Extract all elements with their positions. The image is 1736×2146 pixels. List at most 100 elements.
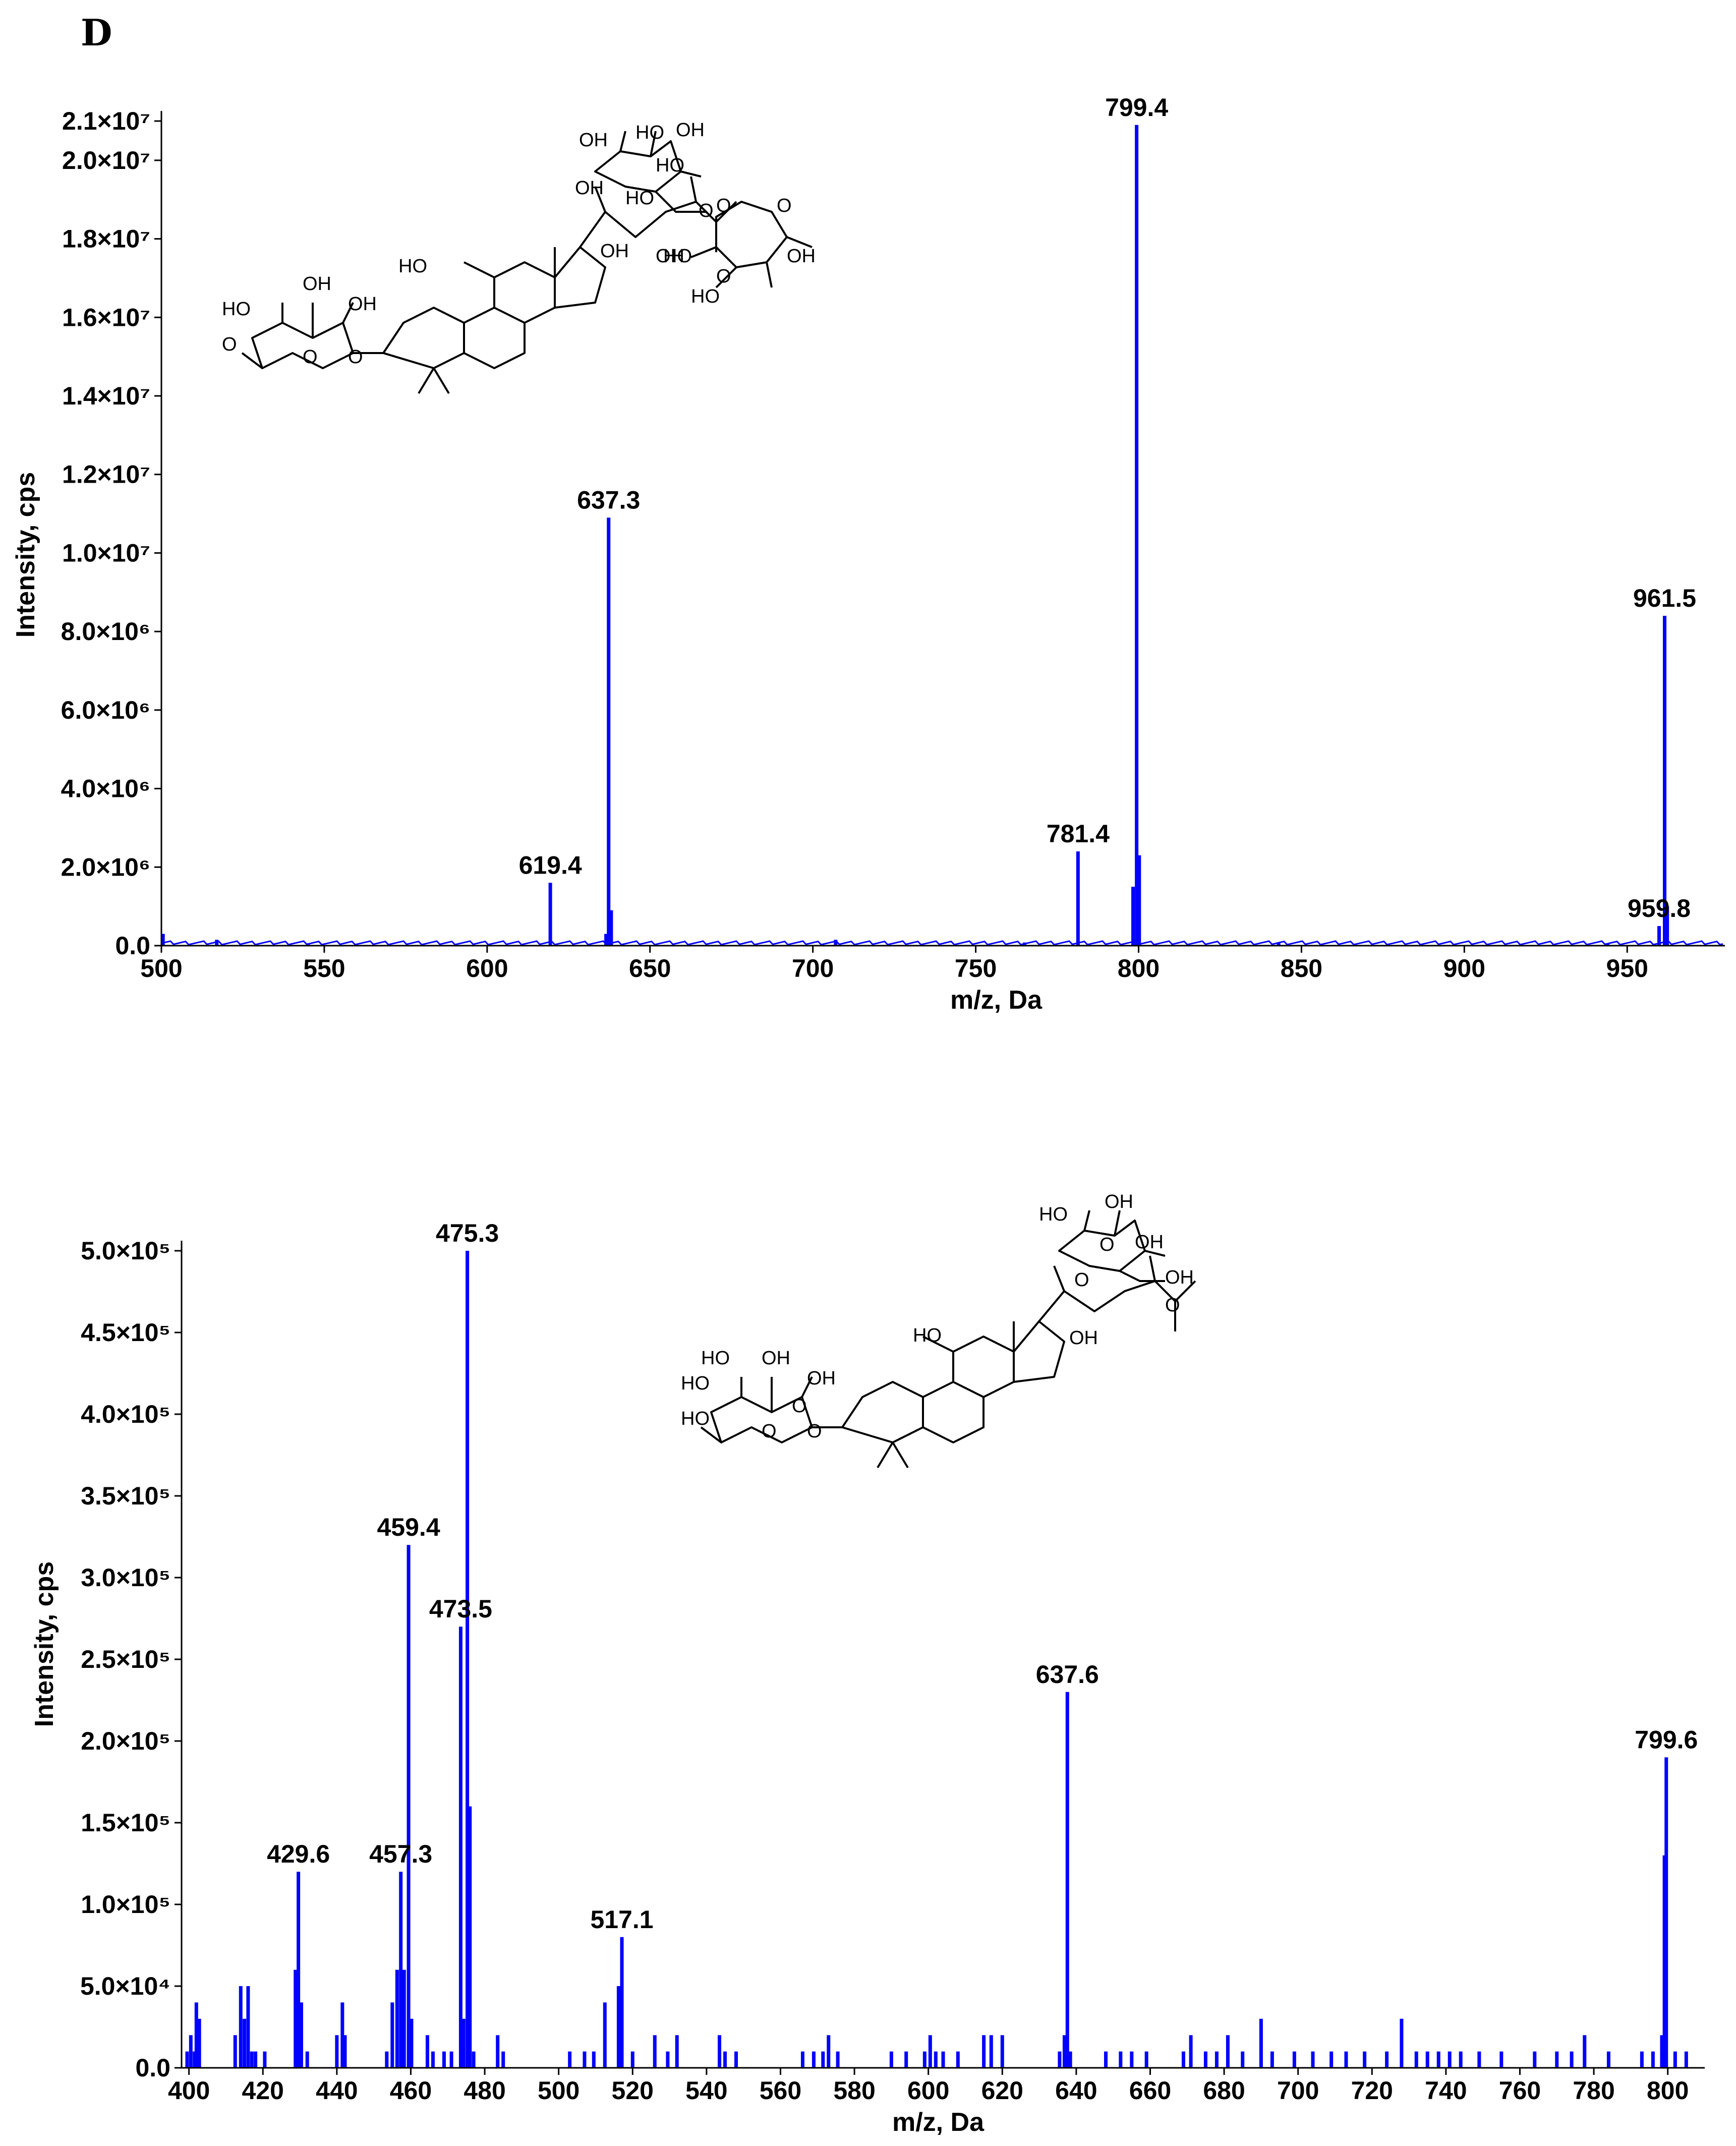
- x-tick-label: 580: [833, 2076, 875, 2105]
- y-tick-label: 2.0×10⁷: [62, 146, 150, 175]
- bottom-y-axis-title: Intensity, cps: [30, 1561, 59, 1727]
- bottom-sugar-upper-ring: [1058, 1220, 1146, 1272]
- bottom-y-axis-ticks: 0.0 5.0×10⁴ 1.0×10⁵ 1.5×10⁵ 2.0×10⁵ 2.5×10⁵ 3.…: [80, 1237, 182, 2082]
- top-y-axis-ticks: 0.0 2.0×10⁶ 4.0×10⁶ 6.0×10⁶ 8.0×10⁶ 1.0×10⁷ 1.…: [61, 107, 161, 960]
- top-sugar-upper-ring: [594, 140, 682, 193]
- top-spectrum-peaks: [160, 125, 1723, 946]
- chem-label: O: [222, 334, 237, 355]
- chem-label: HO: [681, 1373, 710, 1394]
- chem-label: O: [1074, 1269, 1089, 1291]
- y-tick-label: 2.5×10⁵: [81, 1645, 170, 1673]
- chem-label: O: [699, 200, 714, 221]
- x-tick-label: 620: [981, 2076, 1023, 2105]
- y-tick-label: 4.0×10⁶: [61, 775, 150, 803]
- x-tick-label: 750: [955, 954, 997, 982]
- y-tick-label: 6.0×10⁶: [61, 696, 150, 724]
- y-tick-label: 1.0×10⁵: [81, 1890, 170, 1919]
- y-tick-label: 1.4×10⁷: [62, 382, 150, 410]
- chem-label: OH: [762, 1348, 790, 1369]
- y-tick-label: 3.5×10⁵: [81, 1482, 170, 1510]
- chem-label: OH: [348, 294, 377, 315]
- chem-label: OH: [303, 273, 331, 295]
- x-tick-label: 500: [538, 2076, 580, 2105]
- chem-label: OH: [807, 1368, 836, 1389]
- chem-label: OH: [1069, 1327, 1098, 1349]
- bottom-ring-d: [1013, 1320, 1065, 1383]
- chem-label: OH: [656, 246, 684, 267]
- bottom-sugar-left-bonds: [700, 1376, 813, 1443]
- top-x-axis-ticks: 500 550 600 650 700 750 800 850 900 950: [140, 946, 1648, 982]
- y-tick-label: 1.6×10⁷: [62, 303, 150, 331]
- y-tick-label: 2.0×10⁵: [81, 1727, 170, 1755]
- y-tick-label: 3.0×10⁵: [81, 1563, 170, 1592]
- y-tick-label: 8.0×10⁶: [61, 617, 150, 646]
- chem-label: OH: [575, 178, 604, 199]
- bottom-x-axis-ticks: 400 420 440 460 480 500 520 540 560 580 600 620 640 6…: [168, 2068, 1689, 2105]
- peak-label: 799.4: [1105, 93, 1168, 122]
- chem-label: OH: [579, 130, 608, 151]
- top-sugar-upper-bonds: [619, 131, 706, 213]
- chem-label: O: [792, 1396, 807, 1417]
- chem-label: O: [1100, 1234, 1115, 1255]
- chem-label: O: [716, 195, 731, 216]
- chem-label: O: [716, 266, 731, 287]
- bottom-sugar-upper-bonds: [1083, 1210, 1166, 1282]
- peak-label: 781.4: [1047, 820, 1110, 848]
- y-tick-label: 1.0×10⁷: [62, 539, 150, 567]
- top-sugar-right-bonds: [690, 236, 813, 288]
- chem-label: HO: [681, 1408, 710, 1429]
- x-tick-label: 660: [1129, 2076, 1171, 2105]
- chem-label: HO: [656, 155, 684, 176]
- x-tick-label: 440: [316, 2076, 358, 2105]
- x-tick-label: 780: [1573, 2076, 1614, 2105]
- x-tick-label: 700: [1277, 2076, 1319, 2105]
- x-tick-label: 560: [760, 2076, 801, 2105]
- top-side-chain: [579, 176, 737, 252]
- bottom-x-axis-title: m/z, Da: [892, 2108, 985, 2137]
- chem-label: HO: [635, 122, 664, 143]
- chem-label: OH: [787, 246, 816, 267]
- x-tick-label: 500: [140, 954, 182, 982]
- x-tick-label: 850: [1281, 954, 1322, 982]
- x-tick-label: 420: [242, 2076, 284, 2105]
- top-ring-c: [493, 261, 556, 324]
- chem-label: O: [348, 346, 363, 368]
- x-tick-label: 480: [464, 2076, 505, 2105]
- panel-label: D: [81, 11, 112, 54]
- y-tick-label: 4.5×10⁵: [81, 1318, 170, 1347]
- chem-label: O: [303, 346, 318, 368]
- top-ring-d: [554, 246, 606, 309]
- chem-label: HO: [398, 256, 427, 277]
- top-ring-a: [382, 307, 465, 369]
- y-tick-label: 1.8×10⁷: [62, 225, 150, 253]
- bottom-ring-a: [841, 1381, 924, 1443]
- top-sugar-right-ring: [715, 201, 788, 268]
- y-tick-label: 2.0×10⁶: [61, 853, 150, 881]
- bottom-ring-c: [952, 1336, 1015, 1398]
- bottom-peak-labels: 429.6 457.3 459.4 473.5 475.3 517.1 637.6 799.6: [267, 1219, 1698, 1934]
- peak-label: 637.3: [577, 486, 640, 514]
- x-tick-label: 740: [1425, 2076, 1467, 2105]
- x-tick-label: 700: [792, 954, 834, 982]
- chem-label: O: [762, 1421, 777, 1442]
- chem-label: HO: [913, 1325, 942, 1346]
- peak-label: 637.6: [1036, 1660, 1099, 1689]
- x-tick-label: 400: [168, 2076, 210, 2105]
- top-ring-b: [464, 307, 526, 369]
- x-tick-label: 900: [1443, 954, 1485, 982]
- bottom-chemical-structure: HO OH OH O O OH OH HO HO OH OH O HO O O …: [681, 1191, 1196, 1469]
- chem-label: O: [777, 195, 792, 216]
- x-tick-label: 550: [303, 954, 345, 982]
- baseline-noise: [160, 940, 1723, 946]
- x-tick-label: 650: [629, 954, 671, 982]
- peak-label: 517.1: [590, 1905, 653, 1934]
- chem-label: OH: [1135, 1232, 1164, 1253]
- y-tick-label: 0.0: [135, 2054, 170, 2082]
- peak-label: 961.5: [1633, 584, 1696, 612]
- x-tick-label: 800: [1647, 2076, 1689, 2105]
- y-tick-label: 2.1×10⁷: [62, 107, 150, 135]
- y-tick-label: 1.2×10⁷: [62, 460, 150, 489]
- chem-label: OH: [1105, 1191, 1133, 1212]
- top-sugar-left-bonds: [241, 302, 354, 369]
